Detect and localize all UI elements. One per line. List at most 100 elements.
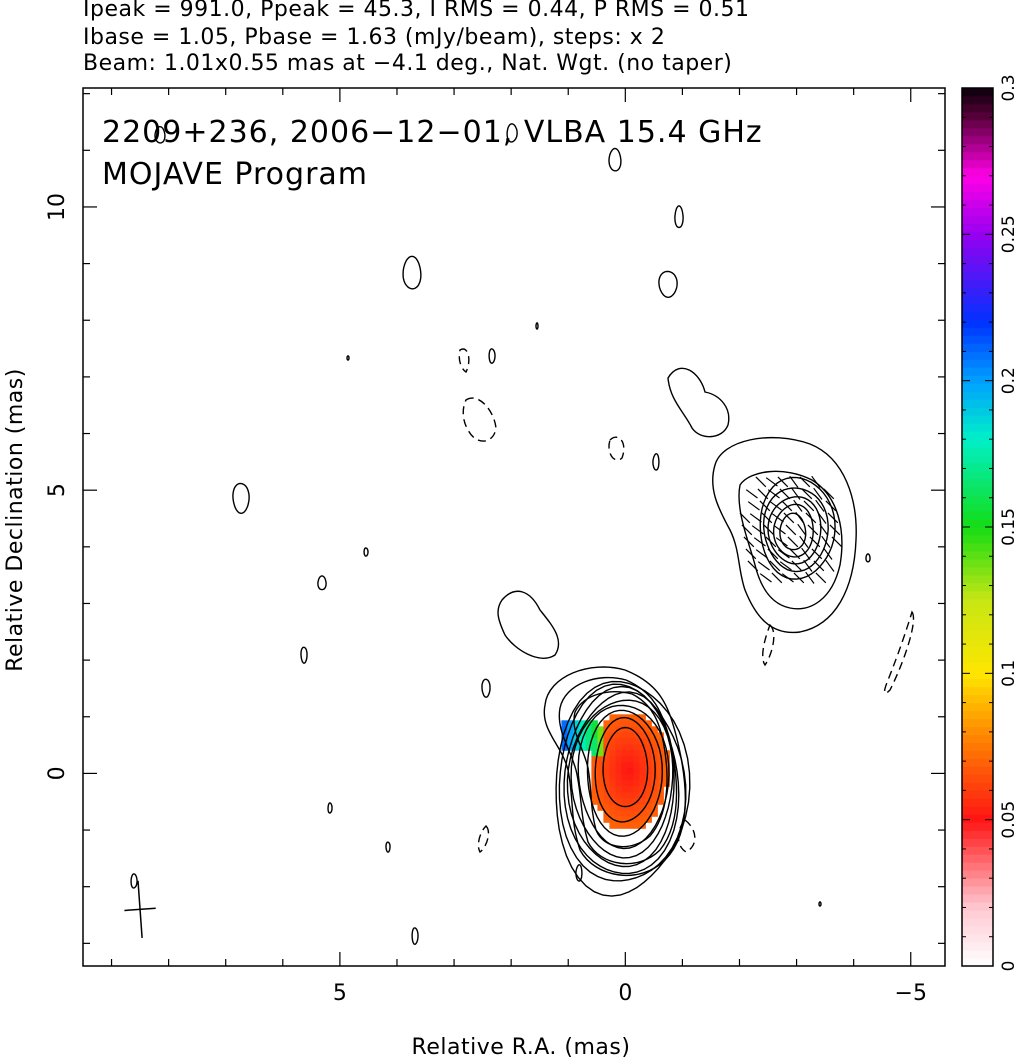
core-contour bbox=[594, 716, 656, 823]
polarization-pixel bbox=[621, 732, 628, 739]
polarization-pixel bbox=[639, 792, 646, 799]
colorbar-segment bbox=[962, 830, 993, 839]
polarization-pixel bbox=[645, 762, 652, 769]
polarization-pixel bbox=[561, 720, 568, 727]
polarization-pixel bbox=[657, 756, 664, 763]
polarization-pixel bbox=[639, 738, 646, 745]
colorbar-segment bbox=[962, 534, 993, 544]
polarization-pixel bbox=[627, 810, 634, 817]
noise-contour bbox=[327, 802, 333, 814]
polarization-pixel bbox=[657, 780, 664, 787]
colorbar-segment bbox=[962, 215, 993, 225]
polarization-vector bbox=[807, 524, 819, 536]
polarization-vector bbox=[801, 547, 811, 560]
colorbar-segment bbox=[962, 590, 993, 600]
polarization-vector bbox=[751, 525, 764, 535]
colorbar-segment bbox=[962, 199, 993, 209]
polarization-pixel bbox=[597, 804, 604, 811]
polarization-pixel bbox=[621, 792, 628, 799]
colorbar: 0 0.05 0.1 0.15 0.2 0.25 0.3 bbox=[961, 74, 1019, 971]
colorbar-segment bbox=[962, 159, 993, 169]
colorbar-segment bbox=[962, 367, 993, 376]
polarization-pixel bbox=[609, 792, 616, 799]
colorbar-segment bbox=[962, 391, 993, 400]
polarization-pixel bbox=[609, 762, 616, 769]
polarization-pixel bbox=[597, 732, 604, 739]
polarization-pixel bbox=[597, 744, 604, 751]
colorbar-segment bbox=[962, 550, 993, 560]
polarization-pixel bbox=[609, 804, 616, 811]
polarization-pixel bbox=[633, 750, 640, 757]
polarization-vector bbox=[819, 523, 829, 536]
colorbar-segment bbox=[962, 894, 993, 903]
polarization-pixel bbox=[633, 822, 640, 829]
polarization-vector bbox=[779, 561, 792, 571]
polarization-pixel bbox=[627, 774, 634, 781]
polarization-pixel bbox=[609, 780, 616, 787]
polarization-pixel bbox=[621, 804, 628, 811]
polarization-pixel bbox=[633, 756, 640, 763]
polarization-pixel bbox=[627, 714, 634, 721]
polarization-pixel bbox=[603, 780, 610, 787]
polarization-pixel bbox=[639, 762, 646, 769]
colorbar-segment bbox=[962, 926, 993, 935]
polarization-pixel bbox=[621, 774, 628, 781]
polarization-pixel bbox=[627, 750, 634, 757]
colorbar-segment bbox=[962, 614, 993, 624]
noise-contour bbox=[575, 864, 583, 882]
colorbar-segment bbox=[962, 910, 993, 919]
colorbar-tick-label: 0.25 bbox=[999, 215, 1019, 253]
axis-ticks bbox=[83, 88, 945, 966]
polarization-pixel bbox=[651, 786, 658, 793]
polarization-pixel bbox=[627, 756, 634, 763]
colorbar-segment bbox=[962, 574, 993, 584]
polarization-pixel bbox=[597, 774, 604, 781]
polarization-vectors bbox=[739, 475, 843, 584]
colorbar-segment bbox=[962, 95, 993, 105]
polarization-pixel bbox=[609, 822, 616, 829]
colorbar-segment bbox=[962, 686, 993, 696]
polarization-pixel bbox=[645, 726, 652, 733]
polarization-vector bbox=[827, 512, 839, 524]
polarization-vector bbox=[743, 536, 755, 548]
polarization-pixel bbox=[639, 810, 646, 817]
colorbar-segment bbox=[962, 263, 993, 272]
polarization-pixel bbox=[615, 822, 622, 829]
colorbar-segment bbox=[962, 718, 993, 727]
negative-contour bbox=[762, 623, 775, 667]
polarization-pixel bbox=[615, 816, 622, 823]
colorbar-segment bbox=[962, 694, 993, 703]
colorbar-segment bbox=[962, 734, 993, 743]
colorbar-segment bbox=[962, 303, 993, 312]
negative-contour bbox=[477, 825, 490, 853]
polarization-pixel bbox=[621, 780, 628, 787]
polarization-pixel bbox=[657, 792, 664, 799]
polarization-pixel bbox=[603, 750, 610, 757]
colorbar-segment bbox=[962, 183, 993, 193]
colorbar-segment bbox=[962, 950, 993, 959]
polarization-vector bbox=[755, 549, 768, 559]
polarization-pixel bbox=[639, 732, 646, 739]
colorbar-segment bbox=[962, 854, 993, 863]
polarization-pixel bbox=[591, 732, 598, 739]
x-tick-label: 5 bbox=[333, 981, 347, 1006]
polarization-vector bbox=[801, 488, 813, 500]
polarization-pixel bbox=[639, 786, 646, 793]
negative-contour bbox=[458, 348, 470, 374]
colorbar-segment bbox=[962, 710, 993, 719]
polarization-pixel bbox=[603, 720, 610, 727]
noise-contour bbox=[154, 126, 166, 144]
colorbar-segment bbox=[962, 598, 993, 608]
polarization-vector bbox=[791, 487, 801, 500]
colorbar-segment bbox=[962, 670, 993, 680]
polarization-vector bbox=[787, 536, 799, 548]
polarization-pixel bbox=[591, 726, 598, 733]
colorbar-segment bbox=[962, 878, 993, 887]
polarization-pixel bbox=[591, 762, 598, 769]
polarization-pixel bbox=[567, 744, 574, 751]
colorbar-segment bbox=[962, 279, 993, 288]
polarization-vector bbox=[803, 500, 815, 512]
polarization-vector bbox=[803, 559, 813, 572]
polarization-pixel bbox=[621, 768, 628, 775]
polarization-pixel bbox=[615, 762, 622, 769]
